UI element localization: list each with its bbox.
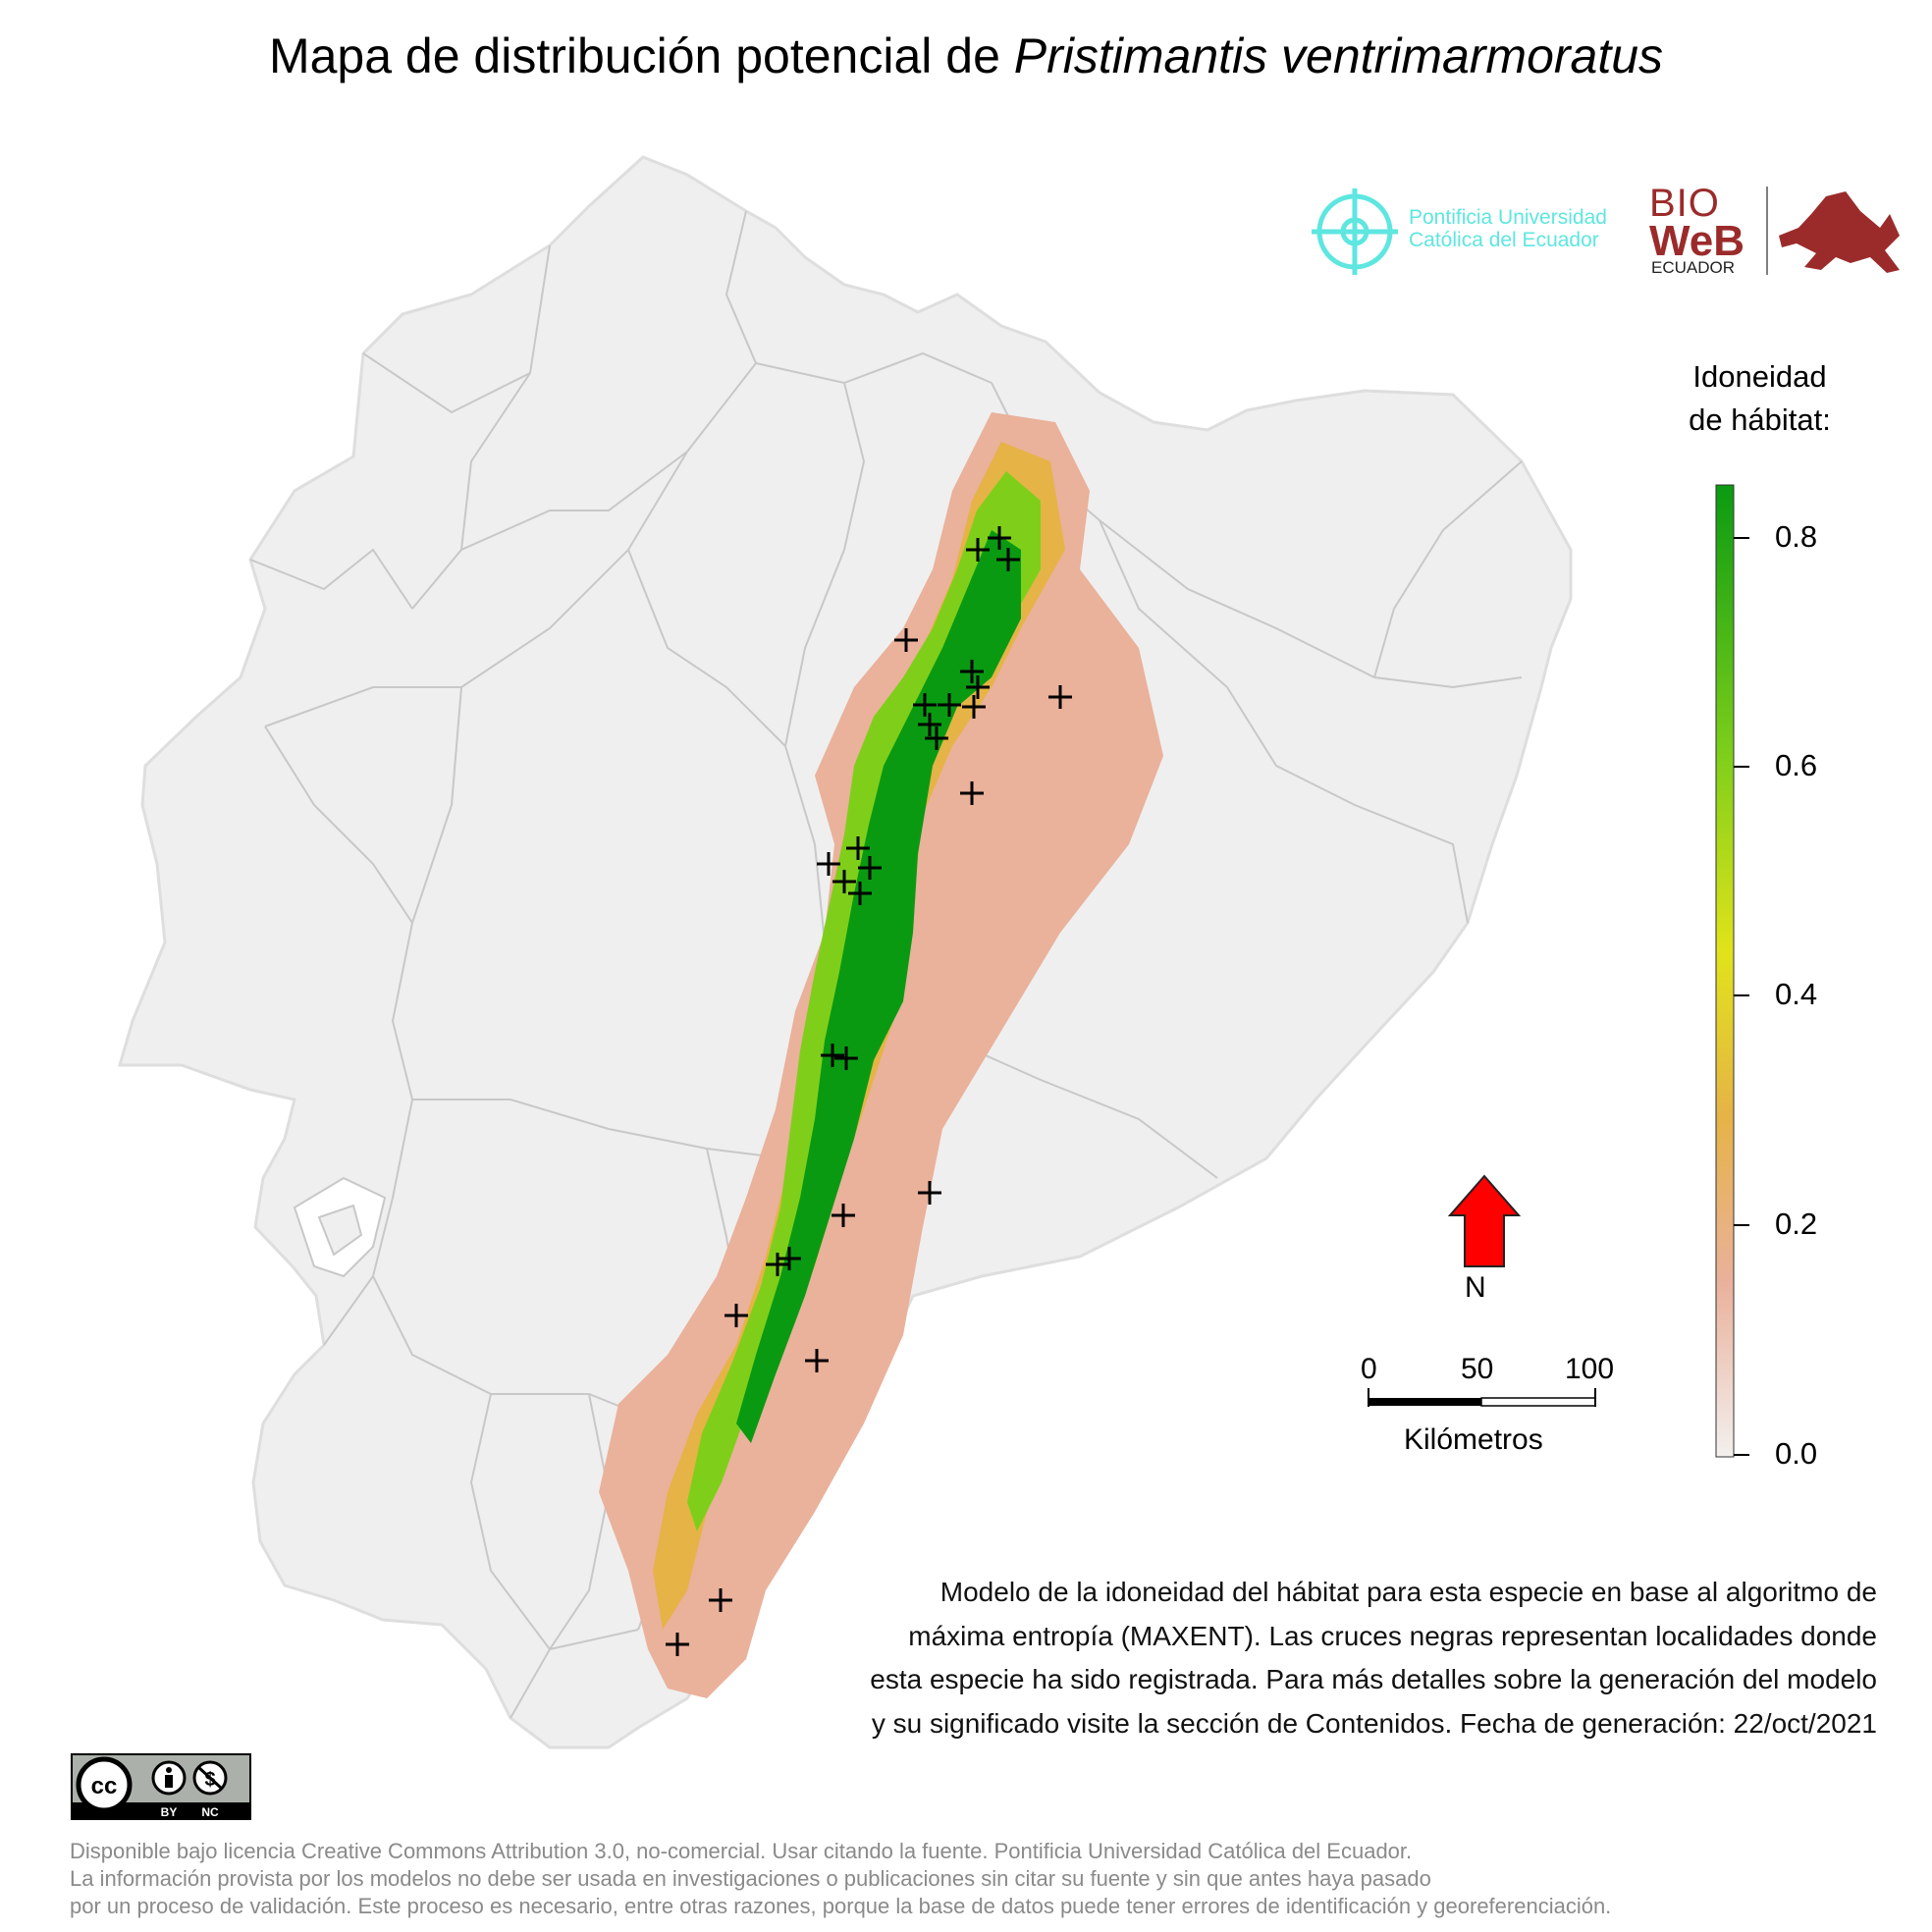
occurrence-cross xyxy=(709,1588,732,1612)
occurrence-cross xyxy=(938,693,961,717)
north-label: N xyxy=(1465,1271,1486,1304)
cc-license-badge[interactable]: cc $ BY NC xyxy=(71,1753,251,1820)
legend-title: Idoneidad de hábitat: xyxy=(1689,359,1831,437)
legend-tick-label: 0.0 xyxy=(1775,1436,1818,1471)
cc-icon xyxy=(76,1756,133,1813)
occurrence-cross xyxy=(966,538,990,562)
occurrence-cross xyxy=(960,781,984,805)
license-footer: Disponible bajo licencia Creative Common… xyxy=(70,1839,1612,1918)
north-arrow-icon xyxy=(1447,1174,1522,1267)
legend-color-bar xyxy=(1715,484,1735,1458)
occurrence-cross xyxy=(894,628,918,652)
bioweb-logo-line2: WeB xyxy=(1649,217,1744,265)
scale-label: 0 xyxy=(1361,1353,1377,1385)
occurrence-cross xyxy=(918,713,941,736)
occurrence-cross xyxy=(846,836,870,860)
bioweb-logo: BIO WeB ECUADOR xyxy=(1649,182,1909,280)
occurrence-cross xyxy=(966,675,990,699)
habitat-suitability-layer xyxy=(599,412,1163,1698)
occurrence-cross xyxy=(821,1044,844,1067)
province-boundaries xyxy=(249,210,1523,1719)
occurrence-cross xyxy=(858,856,882,880)
map-title: Mapa de distribución potencial de Pristi… xyxy=(268,28,1664,83)
occurrence-cross xyxy=(848,882,872,905)
puce-logo-text: Pontificia Universidad Católica del Ecua… xyxy=(1409,206,1607,251)
occurrence-cross xyxy=(918,1181,941,1205)
bioweb-logo-line1: BIO xyxy=(1649,182,1720,225)
occurrence-cross xyxy=(832,870,856,893)
scale-bar xyxy=(1368,1388,1596,1407)
legend-tick-label: 0.2 xyxy=(1775,1207,1818,1241)
puce-logo: Pontificia Universidad Católica del Ecua… xyxy=(1315,185,1639,283)
occurrence-cross xyxy=(724,1304,748,1327)
bioweb-logo-line3: ECUADOR xyxy=(1651,258,1736,277)
legend-tick-label: 0.6 xyxy=(1775,748,1818,782)
puna-island xyxy=(317,1204,363,1257)
frog-logo-icon xyxy=(1779,191,1900,273)
occurrence-cross xyxy=(832,1204,855,1227)
occurrence-cross xyxy=(766,1253,789,1276)
model-description: Modelo de la idoneidad del hábitat para … xyxy=(870,1577,1877,1739)
occurrence-cross xyxy=(666,1633,689,1656)
legend-tick-label: 0.8 xyxy=(1775,519,1818,554)
cc-text: cc xyxy=(91,1773,118,1799)
occurrence-cross xyxy=(834,1046,858,1070)
by-label: BY xyxy=(161,1805,178,1819)
occurrence-cross xyxy=(960,660,984,683)
occurrence-cross xyxy=(996,548,1020,571)
occurrence-cross xyxy=(817,852,840,876)
occurrence-points xyxy=(666,526,1072,1656)
scale-unit: Kilómetros xyxy=(1404,1423,1543,1456)
occurrence-cross xyxy=(913,693,937,717)
occurrence-cross xyxy=(925,726,948,750)
occurrence-cross xyxy=(778,1247,801,1270)
occurrence-cross xyxy=(805,1349,829,1372)
occurrence-cross xyxy=(962,695,986,719)
legend-tick-marks xyxy=(1734,537,1749,1456)
legend-tick-label: 0.4 xyxy=(1775,977,1818,1011)
scale-label: 50 xyxy=(1461,1353,1494,1385)
occurrence-cross xyxy=(1048,685,1072,709)
occurrence-cross xyxy=(988,526,1011,550)
puce-logo-icon xyxy=(1312,188,1398,275)
scale-label: 100 xyxy=(1565,1353,1615,1385)
nc-label: NC xyxy=(201,1805,219,1819)
